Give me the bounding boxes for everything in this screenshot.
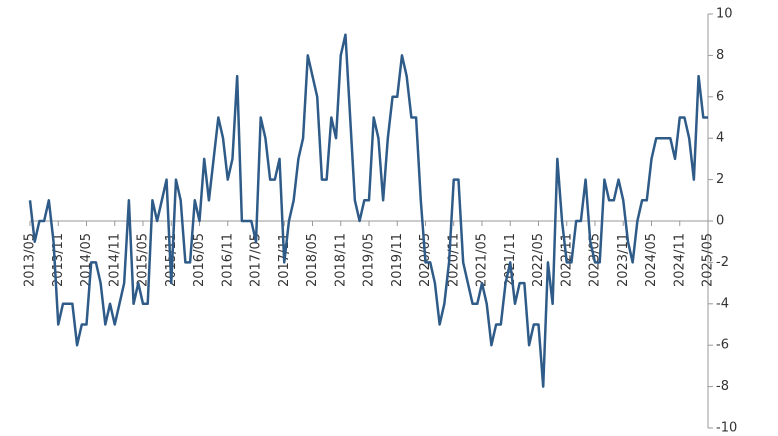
x-tick-label: 2013/05 — [23, 233, 38, 287]
x-tick-label: 2016/05 — [192, 233, 207, 287]
x-tick-label: 2019/05 — [362, 233, 377, 287]
y-tick-label: -2 — [716, 255, 729, 270]
x-tick-label: 2022/05 — [531, 233, 546, 287]
x-tick-label: 2017/05 — [249, 233, 264, 287]
x-tick-label: 2015/05 — [136, 233, 151, 287]
x-tick-label: 2016/11 — [220, 233, 235, 287]
x-tick-label: 2024/11 — [672, 233, 687, 287]
x-tick-label: 2024/05 — [644, 233, 659, 287]
x-tick-label: 2021/11 — [503, 233, 518, 287]
data-line — [28, 33, 708, 388]
x-tick-label: 2025/05 — [701, 233, 716, 287]
y-tick-label: -10 — [716, 421, 737, 436]
x-tick-label: 2014/05 — [79, 233, 94, 287]
y-tick-label: 8 — [716, 48, 724, 63]
y-tick-label: 10 — [716, 7, 733, 22]
y-tick-label: -8 — [716, 379, 729, 394]
y-tick-label: 4 — [716, 131, 724, 146]
x-tick-label: 2019/11 — [390, 233, 405, 287]
y-tick-label: -6 — [716, 338, 729, 353]
x-tick-label: 2018/05 — [305, 233, 320, 287]
x-tick-label: 2014/11 — [107, 233, 122, 287]
y-tick-label: 6 — [716, 89, 724, 104]
x-tick-label: 2023/11 — [616, 233, 631, 287]
x-tick-label: 2021/05 — [475, 233, 490, 287]
x-tick-label: 2018/11 — [333, 233, 348, 287]
y-tick-label: 2 — [716, 172, 724, 187]
y-tick-label: -4 — [716, 296, 729, 311]
y-tick-label: 0 — [716, 214, 724, 229]
